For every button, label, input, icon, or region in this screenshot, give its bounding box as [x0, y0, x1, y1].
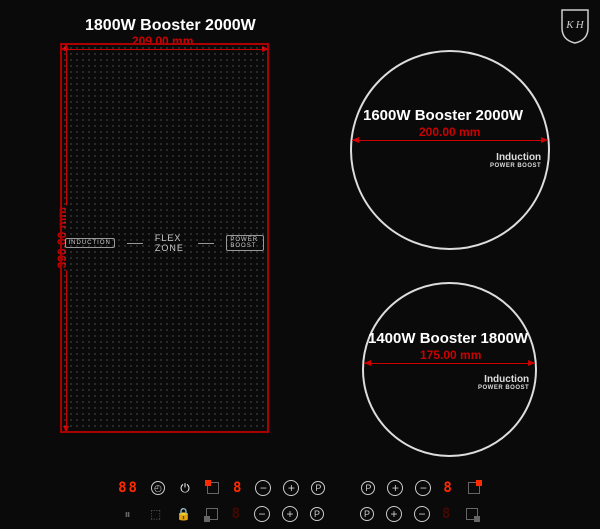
zone-indicator-br[interactable] — [464, 506, 480, 522]
minus-button-right[interactable]: − — [415, 480, 431, 496]
timer-icon[interactable]: ◴ — [151, 481, 165, 495]
brand-logo: K H — [560, 8, 590, 44]
flex-zone-induction-tag: INDUCTION — [65, 238, 115, 248]
burner-top-right — [350, 50, 550, 250]
control-row-top: 88 ◴ ⏻ 8 − + P P + − 8 — [80, 475, 520, 501]
minus-button-bl[interactable]: − — [254, 506, 270, 522]
power-icon[interactable]: ⏻ — [177, 480, 193, 496]
display-timer: 88 — [118, 480, 139, 496]
cooktop-surface: K H 1800W Booster 2000W 209.00 mm 390.00… — [0, 0, 600, 529]
burner-bottom-right — [362, 282, 537, 457]
lock-icon[interactable]: 🔒 — [176, 506, 192, 522]
boost-icon-left[interactable]: P — [311, 481, 325, 495]
burner-bottom-power-label: 1400W Booster 1800W — [368, 330, 528, 347]
boost-icon-br[interactable]: P — [360, 507, 374, 521]
display-zone-br: 8 — [442, 506, 452, 522]
flex-zone-power-label: 1800W Booster 2000W — [85, 17, 256, 35]
zone-indicator-bl[interactable] — [204, 506, 220, 522]
flex-zone-powerboost-tag: POWER BOOST — [226, 235, 264, 251]
burner-top-power-label: 1600W Booster 2000W — [363, 107, 523, 124]
svg-text:K H: K H — [565, 19, 585, 31]
control-panel: 88 ◴ ⏻ 8 − + P P + − 8 ⏸ ⬚ 🔒 8 − + P P + — [80, 475, 520, 527]
burner-bottom-diameter-dim: 175.00 mm — [418, 348, 483, 362]
zone-indicator-tr[interactable] — [466, 480, 482, 496]
display-zone-bl: 8 — [232, 506, 242, 522]
zone-indicator-tl[interactable] — [205, 480, 221, 496]
plus-button-br[interactable]: + — [386, 506, 402, 522]
display-zone-right: 8 — [443, 480, 453, 496]
flex-zone-label: FLEX ZONE — [155, 233, 187, 253]
boost-icon-right[interactable]: P — [361, 481, 375, 495]
plus-button-right[interactable]: + — [387, 480, 403, 496]
burner-top-diameter-arrow — [352, 140, 548, 141]
burner-top-diameter-dim: 200.00 mm — [417, 125, 482, 139]
flex-zone-rect: INDUCTION FLEX ZONE POWER BOOST — [60, 43, 269, 433]
burner-bottom-diameter-arrow — [364, 363, 535, 364]
display-zone-left: 8 — [233, 480, 243, 496]
control-row-bottom: ⏸ ⬚ 🔒 8 − + P P + − 8 — [80, 501, 520, 527]
pause-icon[interactable]: ⏸ — [120, 506, 136, 522]
burner-bottom-induction-label: Induction POWER BOOST — [478, 374, 529, 391]
flex-zone-center-bar: INDUCTION FLEX ZONE POWER BOOST — [65, 233, 265, 253]
boost-icon-bl[interactable]: P — [310, 507, 324, 521]
plus-button-left[interactable]: + — [283, 480, 299, 496]
link-icon[interactable]: ⬚ — [148, 506, 164, 522]
minus-button-left[interactable]: − — [255, 480, 271, 496]
burner-top-induction-label: Induction POWER BOOST — [490, 152, 541, 169]
minus-button-br[interactable]: − — [414, 506, 430, 522]
plus-button-bl[interactable]: + — [282, 506, 298, 522]
